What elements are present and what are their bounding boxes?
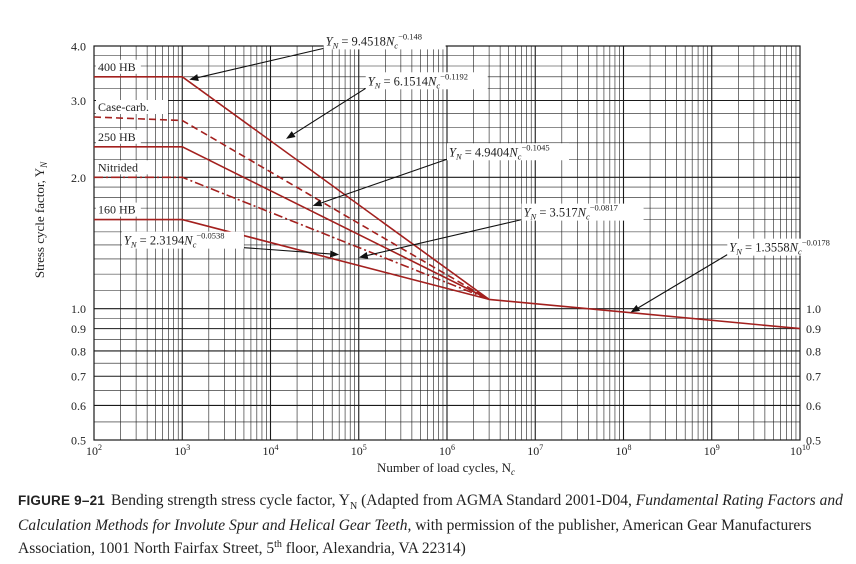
annotation-arrow-5 bbox=[637, 254, 728, 309]
series-label: Nitrided bbox=[98, 160, 138, 174]
annotation-bg-4 bbox=[121, 231, 244, 249]
series-label-bg bbox=[96, 202, 141, 217]
annotation-arrowhead-2 bbox=[312, 199, 323, 207]
grid bbox=[93, 45, 801, 441]
y-tick-label-right: 0.6 bbox=[806, 399, 821, 413]
annotation-bg-3 bbox=[521, 203, 644, 221]
annotations: YN = 9.4518Nc−0.148 YN = 6.1514Nc−0.1192 Y… bbox=[121, 31, 850, 313]
axis-labels: Number of load cycles, Nc Stress cycle f… bbox=[32, 161, 515, 477]
x-tick-label: 1010 bbox=[790, 443, 810, 458]
annotation-bg-1 bbox=[365, 72, 488, 90]
y-tick-label-left: 3.0 bbox=[71, 94, 86, 108]
series-line-0 bbox=[94, 76, 490, 301]
series-label: 160 HB bbox=[98, 203, 136, 217]
annotation-arrowhead-3 bbox=[358, 252, 369, 259]
series-label-bg bbox=[96, 160, 155, 175]
caption-sup: th bbox=[274, 539, 282, 551]
annotation-bg-5 bbox=[727, 238, 850, 256]
caption-text-2: (Adapted from AGMA Standard 2001-D04, bbox=[357, 492, 636, 509]
annotation-arrowhead-1 bbox=[286, 131, 296, 139]
figure-caption: FIGURE 9–21 Bending strength stress cycle… bbox=[18, 491, 848, 558]
x-tick-label: 105 bbox=[351, 443, 367, 458]
caption-text-1: Bending strength stress cycle factor, Y bbox=[110, 492, 350, 509]
y-tick-label-right: 0.7 bbox=[806, 370, 821, 384]
series-label: 250 HB bbox=[98, 130, 136, 144]
x-tick-label: 102 bbox=[86, 443, 102, 458]
y-axis-label: Stress cycle factor, YN bbox=[32, 161, 49, 278]
series-label: Case-carb. bbox=[98, 100, 149, 114]
annotation-equation-4: YN = 2.3194Nc−0.0538 bbox=[124, 231, 225, 250]
annotation-equation-5: YN = 1.3558Nc−0.0178 bbox=[729, 238, 830, 257]
x-axis-label: Number of load cycles, Nc bbox=[377, 460, 515, 477]
x-tick-label: 109 bbox=[704, 443, 720, 458]
y-tick-label-right: 0.9 bbox=[806, 322, 821, 336]
x-tick-label: 104 bbox=[263, 443, 279, 458]
annotation-arrow-1 bbox=[293, 87, 367, 135]
chart: 400 HB Case-carb. 250 HB Nitrided 160 HB YN … bbox=[32, 31, 850, 477]
annotation-arrow-0 bbox=[197, 47, 324, 79]
annotation-equation-2: YN = 4.9404Nc−0.1045 bbox=[449, 142, 550, 161]
series-label: 400 HB bbox=[98, 60, 136, 74]
y-tick-label-left: 0.5 bbox=[71, 434, 86, 448]
series-line-4 bbox=[94, 218, 490, 301]
annotation-arrow-4 bbox=[243, 247, 331, 255]
y-tick-label-left: 1.0 bbox=[71, 302, 86, 316]
caption-text-3: with permission of the publisher, Americ… bbox=[18, 517, 812, 558]
annotation-arrowhead-4 bbox=[329, 250, 340, 258]
annotation-equation-1: YN = 6.1514Nc−0.1192 bbox=[368, 71, 468, 90]
series-label-bg bbox=[96, 59, 141, 74]
y-tick-label-left: 0.7 bbox=[71, 370, 86, 384]
annotation-equation-0: YN = 9.4518Nc−0.148 bbox=[326, 31, 422, 50]
y-tick-label-right: 1.0 bbox=[806, 302, 821, 316]
caption-sub: N bbox=[349, 501, 358, 513]
annotation-bg-2 bbox=[447, 143, 569, 161]
caption-title: Fundamental Rating Factors and Calculati… bbox=[18, 492, 843, 535]
series-line-2 bbox=[94, 146, 490, 301]
series-line-5 bbox=[489, 298, 801, 330]
series-layer: 400 HB Case-carb. 250 HB Nitrided 160 HB bbox=[93, 59, 801, 330]
figure-label: FIGURE 9–21 bbox=[18, 493, 105, 508]
annotation-arrowhead-0 bbox=[189, 74, 199, 81]
y-tick-label-left: 4.0 bbox=[71, 40, 86, 54]
y-tick-label-left: 0.6 bbox=[71, 399, 86, 413]
y-tick-label-left: 0.8 bbox=[71, 344, 86, 358]
x-tick-label: 107 bbox=[527, 443, 543, 458]
series-line-1 bbox=[93, 116, 490, 301]
y-tick-label-right: 0.5 bbox=[806, 434, 821, 448]
y-tick-label-left: 0.9 bbox=[71, 322, 86, 336]
annotation-arrow-2 bbox=[320, 158, 448, 204]
series-label-bg bbox=[96, 99, 168, 114]
annotation-equation-3: YN = 3.517Nc−0.0817 bbox=[524, 203, 618, 222]
x-tick-label: 103 bbox=[174, 443, 190, 458]
annotation-arrowhead-5 bbox=[630, 304, 641, 313]
series-line-3 bbox=[94, 176, 490, 301]
annotation-bg-0 bbox=[323, 32, 446, 50]
annotation-arrow-3 bbox=[367, 219, 522, 256]
y-tick-label-left: 2.0 bbox=[71, 171, 86, 185]
x-tick-label: 106 bbox=[439, 443, 455, 458]
caption-text-4: floor, Alexandria, VA 22314) bbox=[281, 540, 466, 558]
y-tick-label-right: 0.8 bbox=[806, 344, 821, 358]
series-label-bg bbox=[96, 129, 141, 144]
tick-labels: 4.0 3.0 2.0 1.0 0.9 0.8 0.7 0.6 0.5 1.0 0.9 0.8 0.7 0… bbox=[71, 40, 821, 459]
x-tick-label: 108 bbox=[616, 443, 632, 458]
